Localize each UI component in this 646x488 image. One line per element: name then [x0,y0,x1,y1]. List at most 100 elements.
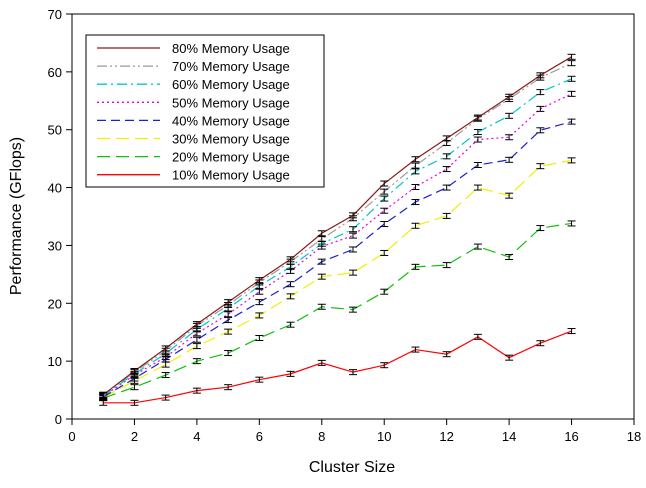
error-bar [505,192,514,199]
error-bar [536,105,545,112]
error-bar [161,394,170,401]
error-bar [286,293,295,300]
x-tick-label: 16 [564,429,578,444]
series-line [102,121,572,398]
error-bar [161,372,170,379]
error-bar [192,336,201,343]
error-bar [380,249,389,256]
error-bar [442,351,451,358]
error-bar [317,273,326,280]
error-bar [567,157,576,164]
error-bar [224,328,233,335]
error-bar [317,359,326,366]
series-0 [99,53,576,398]
series-6 [99,220,576,402]
error-bar [380,188,389,195]
x-tick-label: 12 [439,429,453,444]
error-bar [442,135,451,142]
error-bar [286,321,295,328]
error-bar [286,256,295,263]
y-tick-label: 10 [48,354,62,369]
series-line [102,93,572,397]
series-line [103,330,572,404]
error-bar [536,72,545,79]
series-7 [99,328,576,406]
y-tick-label: 40 [48,181,62,196]
error-bar [505,134,514,141]
error-bar [192,343,201,350]
error-bar [505,93,514,100]
error-bar [567,60,576,67]
error-bar [536,340,545,347]
y-tick-label: 30 [48,238,62,253]
plot-frame [71,13,635,420]
series-2 [99,75,576,399]
error-bar [411,156,420,163]
y-tick-label: 0 [55,412,62,427]
error-bar [411,222,420,229]
error-bar [536,225,545,232]
error-bar [317,236,326,243]
error-bar [286,281,295,288]
error-bar [130,384,139,391]
error-bar [161,345,170,352]
error-bar [380,221,389,228]
series-5 [99,157,576,401]
error-bar [130,367,139,374]
error-bar [473,129,482,136]
error-bar [505,156,514,163]
series-line [102,159,572,399]
x-tick-label: 0 [68,429,75,444]
error-bar [317,258,326,265]
error-bar [411,263,420,270]
error-bar [473,243,482,250]
error-bar [349,246,357,253]
legend-label: 60% Memory Usage [172,77,290,92]
error-bar [192,358,201,365]
error-bar [536,127,545,134]
error-bar [505,254,514,260]
legend-label: 80% Memory Usage [172,41,290,56]
error-bar [255,277,264,284]
y-tick-label: 60 [48,65,62,80]
error-bar [224,299,233,306]
legend-label: 20% Memory Usage [172,150,290,165]
error-bar [130,399,139,406]
error-bar [192,387,201,394]
error-bar [317,230,326,237]
error-bar [442,262,451,269]
x-tick-label: 4 [193,429,200,444]
error-bar [99,391,108,398]
series-line [102,62,572,396]
error-bar [442,184,451,191]
y-tick-label: 20 [48,296,62,311]
x-tick-label: 2 [131,429,138,444]
error-bar [224,384,233,391]
legend-box [85,34,325,188]
error-bar [567,90,576,97]
x-tick-label: 10 [377,429,391,444]
error-bar [473,114,482,121]
x-tick-label: 14 [502,429,516,444]
error-bar [380,207,389,214]
error-bar [567,328,576,335]
x-axis-title: Cluster Size [309,459,395,476]
error-bar [411,168,420,175]
error-bar [380,288,389,295]
error-bar [380,362,389,369]
error-bar [473,136,482,143]
legend: 80% Memory Usage 70% Memory Usage 60% Memo… [85,34,325,188]
legend-label: 40% Memory Usage [172,113,290,128]
error-bar [411,199,420,206]
error-bar [255,335,264,341]
error-bar [192,321,201,328]
error-bar [255,288,264,295]
error-bar [255,376,264,383]
error-bar [317,303,326,310]
error-bar [224,311,233,318]
series-line [103,222,572,399]
error-bar [411,183,420,190]
error-bar [349,212,357,219]
error-bar [567,118,576,125]
